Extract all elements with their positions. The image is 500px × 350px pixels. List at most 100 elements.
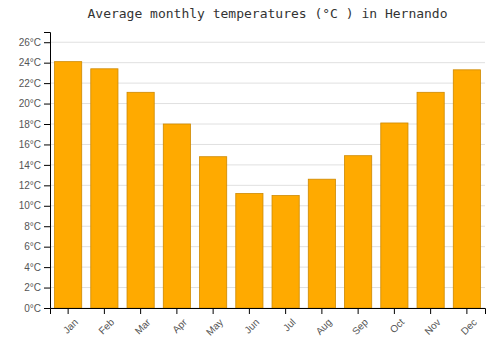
y-tick-mark	[44, 206, 50, 207]
x-tick-mark	[104, 308, 105, 314]
bar	[91, 69, 118, 308]
y-tick: 10°C	[19, 200, 50, 211]
y-tick: 2°C	[24, 282, 50, 293]
x-tick-mark	[176, 308, 177, 314]
y-tick: 8°C	[24, 221, 50, 232]
y-tick-mark	[44, 144, 50, 145]
y-axis: 0°C 2°C 4°C 6°C 8°C 10°C 12°C 14°C 16°C 18°C 20°C 2…	[19, 33, 51, 314]
y-tick-mark	[44, 185, 50, 186]
y-tick-mark	[44, 247, 50, 248]
y-tick-label: 18°C	[19, 119, 41, 130]
bar	[127, 92, 154, 308]
bar	[308, 179, 335, 308]
x-tick-mark	[321, 308, 322, 314]
y-tick-mark	[44, 63, 50, 64]
x-tick-mark	[394, 308, 395, 314]
x-tick: Mar	[133, 308, 153, 336]
bar	[272, 196, 299, 308]
y-tick: 24°C	[19, 57, 50, 68]
x-tick-label: Jan	[61, 316, 80, 335]
y-tick: 14°C	[19, 160, 50, 171]
y-tick-mark	[44, 226, 50, 227]
y-tick: 16°C	[19, 139, 50, 150]
x-tick-mark	[68, 308, 69, 314]
y-tick-label: 26°C	[19, 37, 41, 48]
y-tick-mark	[44, 267, 50, 268]
x-tick: Dec	[459, 308, 479, 337]
x-tick: Apr	[170, 308, 189, 335]
x-tick-label: Mar	[133, 316, 153, 336]
x-tick-label: Oct	[388, 316, 407, 335]
y-tick-label: 22°C	[19, 78, 41, 89]
title: Average monthly temperatures (°C ) in He…	[87, 6, 447, 21]
y-tick-mark	[44, 104, 50, 105]
x-tick: Oct	[388, 308, 407, 335]
x-tick-label: Jun	[242, 316, 261, 335]
x-tick-label: May	[204, 316, 225, 337]
y-tick-label: 0°C	[24, 303, 41, 314]
x-tick-mark	[358, 308, 359, 314]
y-tick-mark	[44, 308, 50, 309]
y-tick: 4°C	[24, 262, 50, 273]
bar	[381, 123, 408, 308]
x-tick: Jan	[61, 308, 80, 336]
y-tick-label: 8°C	[24, 221, 41, 232]
grid-line	[50, 42, 485, 43]
x-tick-label: Nov	[422, 316, 442, 336]
x-tick-mark	[285, 308, 286, 314]
bar	[55, 62, 82, 308]
bar	[163, 124, 190, 308]
x-axis-line	[51, 309, 486, 315]
y-tick-label: 6°C	[24, 241, 41, 252]
grid-line	[50, 62, 485, 63]
y-tick: 22°C	[19, 78, 50, 89]
y-tick-label: 4°C	[24, 262, 41, 273]
x-tick-label: Jul	[281, 316, 298, 333]
x-tick-mark	[213, 308, 214, 314]
y-tick-mark	[44, 165, 50, 166]
x-tick-mark	[140, 308, 141, 314]
x-tick-mark	[466, 308, 467, 314]
x-tick-label: Dec	[459, 316, 479, 336]
y-tick-mark	[44, 42, 50, 43]
plot: 0°C 2°C 4°C 6°C 8°C 10°C 12°C 14°C 16°C 18°C 20°C 2…	[19, 33, 486, 338]
bar	[453, 70, 480, 308]
x-tick-mark	[249, 308, 250, 314]
x-tick-label: Aug	[314, 316, 334, 336]
y-tick-mark	[44, 124, 50, 125]
x-tick: Feb	[96, 308, 116, 336]
x-tick-label: Sep	[350, 316, 371, 337]
y-tick-label: 16°C	[19, 139, 41, 150]
y-tick-label: 24°C	[19, 57, 41, 68]
y-tick: 26°C	[19, 37, 50, 48]
bars	[55, 62, 481, 308]
y-tick: 20°C	[19, 98, 50, 109]
x-tick: Jun	[242, 308, 261, 336]
y-tick: 6°C	[24, 241, 50, 252]
y-tick: 0°C	[24, 303, 50, 314]
y-tick-label: 2°C	[24, 282, 41, 293]
x-tick: May	[204, 308, 225, 338]
bar	[345, 156, 372, 308]
y-tick-mark	[44, 83, 50, 84]
y-tick-label: 14°C	[19, 160, 41, 171]
y-tick: 12°C	[19, 180, 50, 191]
chart: 0°C 2°C 4°C 6°C 8°C 10°C 12°C 14°C 16°C 18°C 20°C 2…	[0, 0, 500, 350]
x-tick: Nov	[422, 308, 442, 337]
y-tick: 18°C	[19, 119, 50, 130]
x-axis: Jan Feb Mar Apr May Jun Jul Aug Sep Oct Nov Dec	[51, 308, 486, 338]
x-tick-label: Feb	[96, 316, 116, 336]
y-tick-label: 10°C	[19, 200, 41, 211]
grid	[50, 42, 485, 308]
y-tick-label: 12°C	[19, 180, 41, 191]
x-tick-mark	[430, 308, 431, 314]
bar	[417, 92, 444, 308]
x-tick: Sep	[350, 308, 371, 337]
y-axis-line	[44, 33, 51, 309]
x-tick: Jul	[281, 308, 298, 333]
y-tick-mark	[44, 288, 50, 289]
x-tick-label: Apr	[170, 316, 189, 335]
y-tick-label: 20°C	[19, 98, 41, 109]
x-tick: Aug	[314, 308, 334, 337]
bar	[236, 194, 263, 308]
